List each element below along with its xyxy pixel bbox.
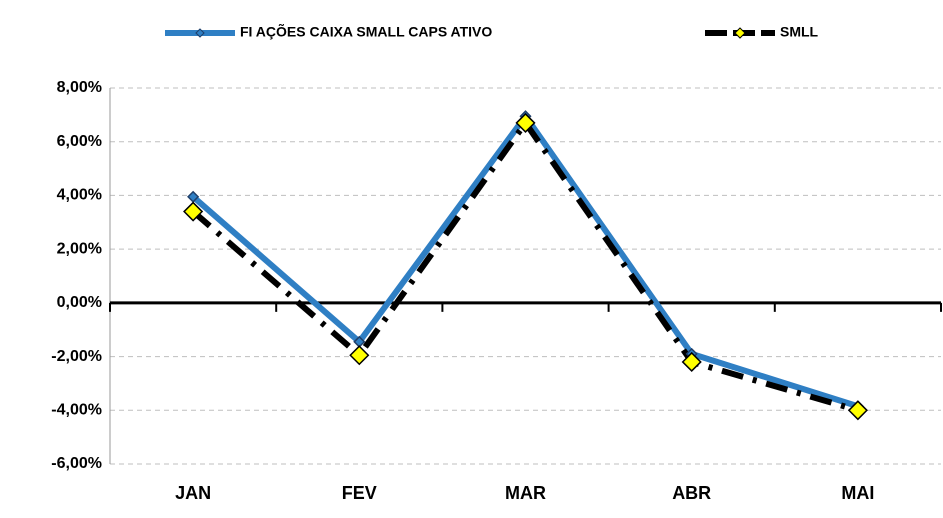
x-tick-label: FEV — [342, 483, 377, 503]
y-tick-label: -6,00% — [51, 455, 102, 472]
series-line — [191, 113, 859, 410]
point-marker — [681, 351, 702, 373]
x-tick-label: MAR — [505, 483, 546, 503]
y-tick-label: -4,00% — [51, 402, 102, 419]
legend-label: FI AÇÕES CAIXA SMALL CAPS ATIVO — [240, 23, 492, 40]
legend-marker — [734, 27, 746, 39]
x-tick-label: MAI — [841, 483, 874, 503]
y-tick-label: 8,00% — [57, 79, 102, 96]
y-tick-label: 2,00% — [57, 240, 102, 257]
y-tick-label: -2,00% — [51, 348, 102, 365]
y-tick-label: 4,00% — [57, 187, 102, 204]
point-marker — [183, 201, 204, 222]
point-marker — [515, 112, 536, 133]
y-tick-label: 6,00% — [57, 133, 102, 150]
point-marker — [349, 345, 370, 366]
legend-marker — [195, 28, 205, 38]
series-line — [191, 119, 859, 414]
point-marker — [847, 400, 868, 421]
legend-label: SMLL — [780, 24, 819, 40]
x-tick-label: JAN — [175, 483, 211, 503]
x-tick-label: ABR — [672, 483, 711, 503]
y-tick-label: 0,00% — [57, 294, 102, 311]
